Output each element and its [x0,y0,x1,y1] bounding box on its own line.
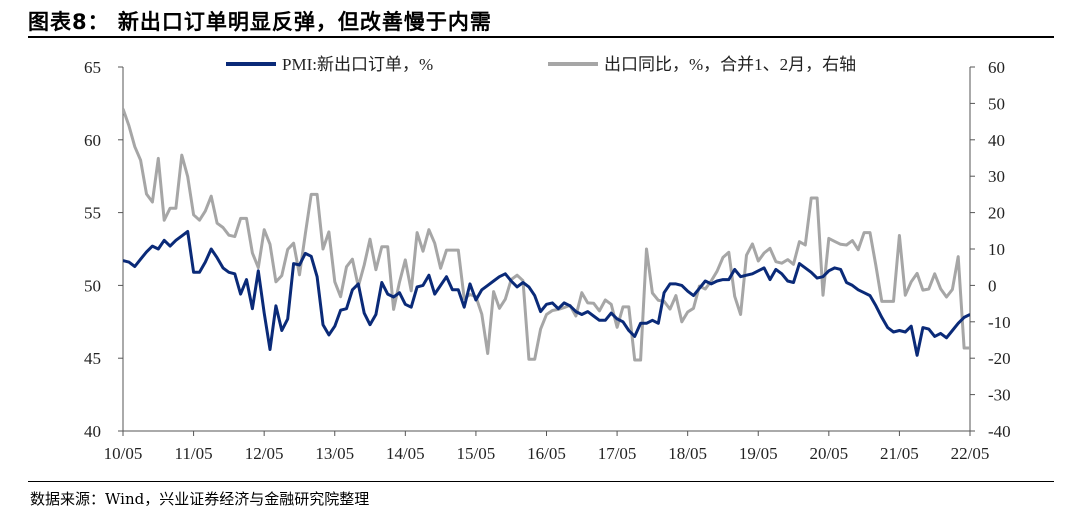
x-tick-label: 14/05 [386,444,425,463]
right-tick-label: -40 [988,422,1011,441]
right-tick-label: -30 [988,386,1011,405]
x-tick-label: 21/05 [880,444,919,463]
left-tick-label: 65 [84,58,101,77]
series-export-line [123,108,970,362]
x-tick-label: 11/05 [175,444,213,463]
left-tick-label: 45 [84,349,101,368]
right-tick-label: -10 [988,313,1011,332]
right-tick-label: 60 [988,58,1005,77]
x-tick-label: 18/05 [668,444,707,463]
x-tick-label: 22/05 [951,444,990,463]
x-tick-label: 13/05 [315,444,354,463]
left-tick-label: 60 [84,131,101,150]
left-tick-label: 40 [84,422,101,441]
right-tick-label: -20 [988,349,1011,368]
figure-title: 图表8： 新出口订单明显反弹，但改善慢于内需 [28,10,492,34]
legend-label-pmi: PMI:新出口订单，% [282,55,433,74]
source-rule [28,481,1054,482]
left-tick-label: 55 [84,204,101,223]
x-tick-label: 19/05 [739,444,778,463]
source-note: 数据来源：Wind，兴业证券经济与金融研究院整理 [30,490,370,508]
right-tick-label: 10 [988,240,1005,259]
right-tick-label: 50 [988,94,1005,113]
x-tick-label: 15/05 [457,444,496,463]
legend-label-export: 出口同比，%，合并1、2月，右轴 [604,55,856,74]
left-tick-label: 50 [84,276,101,295]
chart-axes: 40 45 50 55 60 65 -40 -30 -20 -10 0 10 20 30 40 50 60 10/… [84,58,1011,463]
line-chart: 40 45 50 55 60 65 -40 -30 -20 -10 0 10 20 30 40 50 60 10/… [84,55,1011,463]
right-tick-label: 20 [988,204,1005,223]
right-tick-label: 40 [988,131,1005,150]
right-tick-label: 0 [988,276,997,295]
series-layer [123,108,970,362]
series-pmi-line [123,230,970,357]
x-tick-label: 20/05 [809,444,848,463]
chart-legend: PMI:新出口订单，% 出口同比，%，合并1、2月，右轴 [226,55,856,74]
right-tick-label: 30 [988,167,1005,186]
x-tick-label: 10/05 [104,444,143,463]
x-tick-label: 16/05 [527,444,566,463]
x-tick-label: 12/05 [245,444,284,463]
title-rule [28,36,1054,38]
x-tick-label: 17/05 [598,444,637,463]
